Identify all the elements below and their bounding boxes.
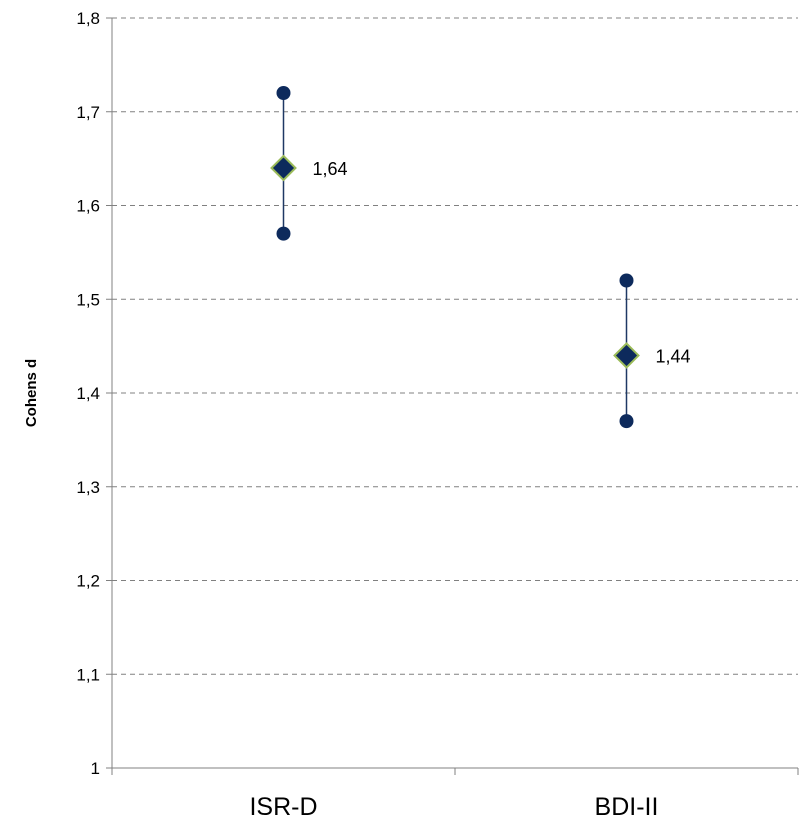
lower-bound-point [276,226,291,241]
y-tick-label: 1,7 [76,103,100,122]
y-tick-label: 1,6 [76,197,100,216]
lower-bound-point [619,414,634,429]
series: 1,64 1,44 [270,86,691,429]
x-tick-labels: ISR-D BDI-II [249,793,658,821]
gridlines [112,17,798,675]
data-label: 1,64 [313,159,348,179]
y-tick-label: 1 [91,759,100,778]
mean-marker [613,342,640,369]
mean-marker [270,154,297,182]
y-tick-label: 1,4 [76,384,100,403]
axes [106,17,799,775]
data-label: 1,44 [656,347,691,367]
data-point-group: 1,64 [270,86,348,241]
y-tick-labels: 1 1,1 1,2 1,3 1,4 1,5 1,6 1,7 1,8 [76,9,100,778]
upper-bound-point [276,86,291,100]
x-tick-label: BDI-II [595,793,659,821]
y-tick-label: 1,3 [76,478,100,497]
y-tick-label: 1,2 [76,572,100,591]
x-tick-label: ISR-D [249,793,317,821]
y-tick-label: 1,1 [76,665,100,684]
y-axis-label: Cohens d [23,359,40,427]
y-tick-label: 1,8 [76,9,100,28]
y-tick-label: 1,5 [76,290,100,309]
upper-bound-point [619,273,634,288]
data-point-group: 1,44 [613,273,691,429]
